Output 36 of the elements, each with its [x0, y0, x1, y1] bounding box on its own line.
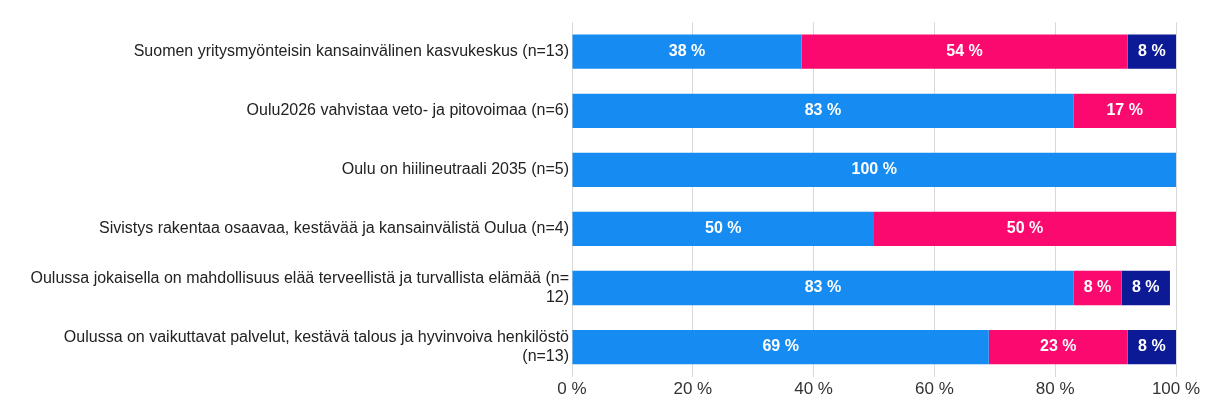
data-label: 38 %	[668, 42, 706, 60]
data-label: 83 %	[804, 278, 842, 296]
bar	[572, 152, 1176, 187]
x-tick-label: 80 %	[1035, 379, 1075, 399]
y-tick-label: Oulu on hiilineutraali 2035 (n=5)	[341, 160, 569, 178]
y-tick-label: Suomen yritysmyönteisin kansainvälinen kasvukeskus (n=13)	[133, 42, 569, 60]
bar	[572, 329, 989, 365]
data-label: 17 %	[1106, 101, 1143, 119]
y-tick-label: Oulussa on vaikuttavat palvelut, kestävä talous ja hyvinvoiva henkilöstö (n=13)	[63, 327, 570, 365]
bar	[874, 211, 1176, 247]
bar	[1073, 93, 1176, 128]
x-tick-label: 0 %	[557, 379, 587, 399]
x-tick-label: 100 %	[1151, 379, 1201, 399]
bar	[572, 93, 1074, 128]
data-label: 50 %	[705, 219, 742, 237]
data-label: 8 %	[1138, 337, 1166, 355]
data-label: 50 %	[1006, 219, 1044, 237]
bar	[801, 34, 1128, 69]
y-tick-label: Oulussa jokaisella on mahdollisuus elää terveellistä ja turvallista elämää (n= 12)	[30, 268, 569, 306]
data-label: 8 %	[1083, 278, 1112, 296]
x-tick-label: 60 %	[915, 379, 954, 399]
data-label: 69 %	[762, 337, 799, 355]
x-tick-label: 20 %	[673, 379, 713, 399]
data-label: 54 %	[946, 42, 983, 60]
bar	[572, 270, 1074, 306]
x-tick-label: 40 %	[794, 379, 833, 399]
bar	[988, 329, 1128, 365]
data-label: 23 %	[1039, 337, 1077, 355]
bar	[572, 211, 874, 247]
y-tick-label: Oulu2026 vahvistaa veto- ja pitovoimaa (n=6)	[246, 101, 569, 119]
bar	[572, 34, 802, 69]
data-label: 8 %	[1132, 278, 1160, 296]
data-label: 100 %	[851, 160, 897, 178]
y-tick-label: Sivistys rakentaa osaavaa, kestävää ja kansainvälistä Oulua (n=4)	[98, 219, 569, 237]
data-label: 83 %	[804, 101, 842, 119]
data-label: 8 %	[1138, 42, 1166, 60]
